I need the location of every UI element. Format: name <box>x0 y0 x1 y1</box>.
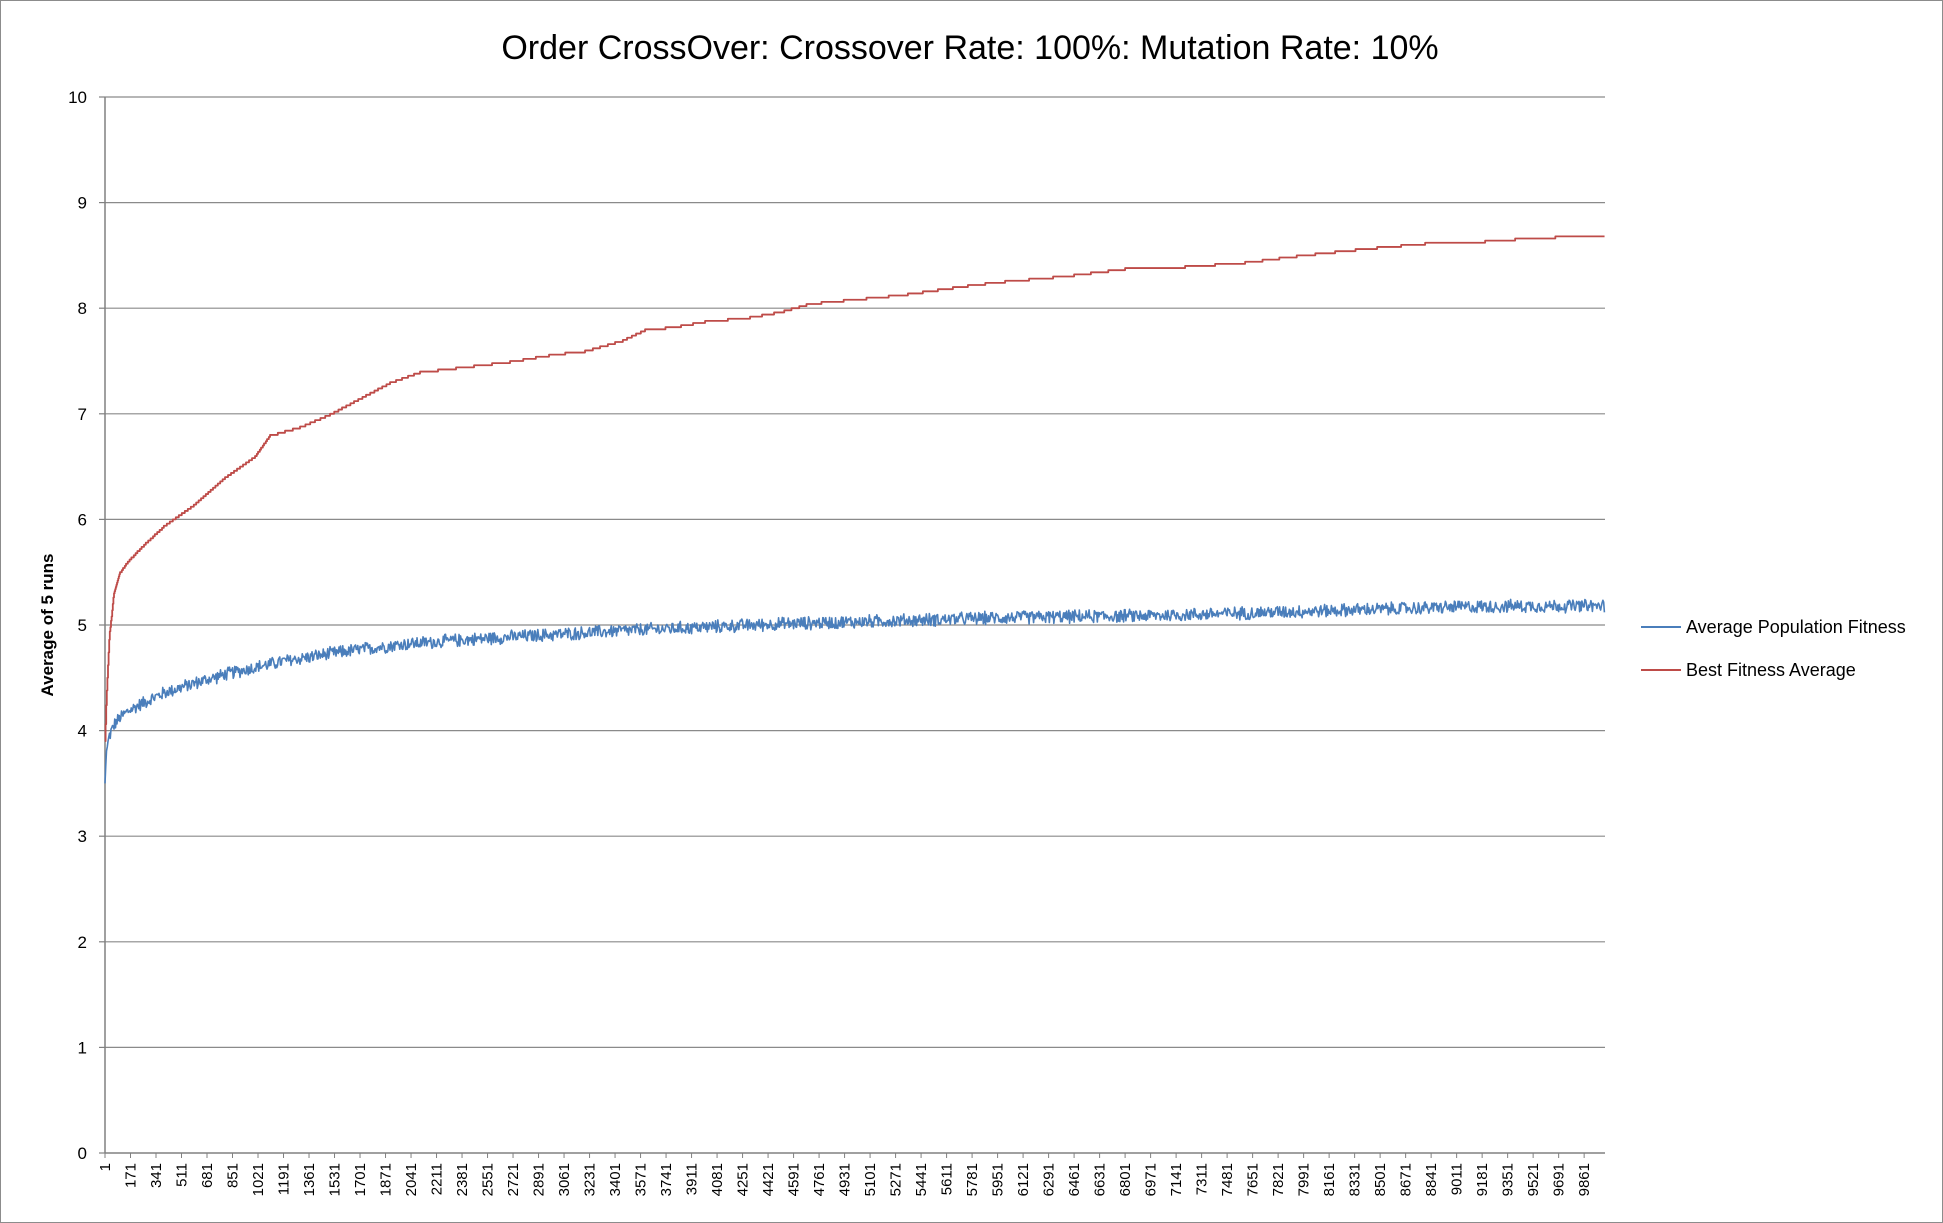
x-tick-label: 3401 <box>607 1163 624 1196</box>
series-layer <box>104 235 1606 784</box>
x-tick-label: 6971 <box>1143 1163 1160 1196</box>
x-tick-label: 681 <box>199 1163 216 1188</box>
y-tick-label: 2 <box>78 933 87 952</box>
legend-label: Best Fitness Average <box>1686 660 1856 680</box>
x-tick-label: 1021 <box>250 1163 267 1196</box>
y-tick-label: 3 <box>78 827 87 846</box>
x-tick-label: 8671 <box>1398 1163 1415 1196</box>
x-tick-label: 9011 <box>1449 1163 1466 1195</box>
x-tick-label: 7481 <box>1219 1163 1236 1196</box>
x-tick-label: 9351 <box>1500 1163 1517 1196</box>
x-tick-label: 341 <box>148 1163 165 1188</box>
x-tick-label: 6801 <box>1117 1163 1134 1196</box>
x-tick-label: 3231 <box>582 1163 599 1196</box>
x-tick-label: 2891 <box>531 1163 548 1196</box>
x-tick-label: 4761 <box>811 1163 828 1196</box>
x-tick-label: 3061 <box>556 1163 573 1196</box>
legend-label: Average Population Fitness <box>1686 617 1906 637</box>
x-tick-label: 4421 <box>760 1163 777 1196</box>
x-tick-label: 3911 <box>684 1163 701 1195</box>
series-line-average-population-fitness <box>104 598 1606 784</box>
x-tick-label: 1871 <box>378 1163 395 1196</box>
x-tick-label: 7651 <box>1245 1163 1262 1196</box>
x-tick-label: 3741 <box>658 1163 675 1196</box>
y-tick-label: 9 <box>78 194 87 213</box>
x-tick-label: 1361 <box>301 1163 318 1196</box>
x-tick-label: 5271 <box>888 1163 905 1196</box>
x-tick-label: 3571 <box>633 1163 650 1196</box>
x-tick-label: 5441 <box>913 1163 930 1196</box>
y-tick-label: 7 <box>78 405 87 424</box>
x-tick-label: 4251 <box>735 1163 752 1196</box>
x-tick-label: 7821 <box>1270 1163 1287 1196</box>
x-tick-label: 511 <box>174 1163 191 1187</box>
x-tick-label: 5951 <box>990 1163 1007 1196</box>
x-tick-label: 1531 <box>327 1163 344 1196</box>
x-tick-label: 9181 <box>1474 1163 1491 1196</box>
grid-lines <box>105 96 1605 1049</box>
y-tick-label: 1 <box>78 1038 87 1057</box>
x-tick-label: 5611 <box>939 1163 956 1195</box>
y-tick-label: 8 <box>78 299 87 318</box>
x-tick-label: 4081 <box>709 1163 726 1196</box>
x-tick-label: 6631 <box>1092 1163 1109 1196</box>
x-tick-label: 5781 <box>964 1163 981 1196</box>
y-axis-ticks: 0 1 2 3 4 5 6 7 8 9 10 <box>68 88 105 1163</box>
x-tick-label: 6291 <box>1041 1163 1058 1196</box>
x-tick-label: 171 <box>123 1163 140 1188</box>
chart-title: Order CrossOver: Crossover Rate: 100%: M… <box>501 29 1438 67</box>
x-tick-label: 7311 <box>1194 1163 1211 1195</box>
x-tick-label: 8841 <box>1423 1163 1440 1196</box>
x-tick-label: 9861 <box>1576 1163 1593 1196</box>
x-tick-label: 1 <box>97 1163 114 1171</box>
x-tick-label: 2041 <box>403 1163 420 1196</box>
x-tick-label: 2211 <box>429 1163 446 1195</box>
x-tick-label: 5101 <box>862 1163 879 1196</box>
x-tick-label: 2721 <box>505 1163 522 1196</box>
x-axis-ticks: 1 171 341 511 681 851 1021 1191 1361 1531 1701 1871… <box>97 1153 1593 1196</box>
x-tick-label: 8161 <box>1321 1163 1338 1196</box>
x-tick-label: 7991 <box>1296 1163 1313 1196</box>
x-tick-label: 8501 <box>1372 1163 1389 1196</box>
y-tick-label: 4 <box>78 722 87 741</box>
x-tick-label: 2381 <box>454 1163 471 1196</box>
x-tick-label: 1701 <box>352 1163 369 1196</box>
y-tick-label: 10 <box>68 88 87 107</box>
x-tick-label: 1191 <box>276 1163 293 1195</box>
x-tick-label: 851 <box>225 1163 242 1188</box>
axes <box>104 97 1605 1154</box>
y-tick-label: 6 <box>78 510 87 529</box>
x-tick-label: 8331 <box>1347 1163 1364 1196</box>
x-tick-label: 7141 <box>1168 1163 1185 1196</box>
series-line-best-fitness-average <box>104 235 1605 743</box>
y-axis-label: Average of 5 runs <box>38 554 57 697</box>
x-tick-label: 6121 <box>1015 1163 1032 1196</box>
legend: Average Population Fitness Best Fitness A… <box>1641 617 1906 680</box>
x-tick-label: 4931 <box>837 1163 854 1196</box>
x-tick-label: 9691 <box>1551 1163 1568 1196</box>
x-tick-label: 6461 <box>1066 1163 1083 1196</box>
y-tick-label: 5 <box>78 616 87 635</box>
x-tick-label: 2551 <box>480 1163 497 1196</box>
x-tick-label: 9521 <box>1525 1163 1542 1196</box>
y-tick-label: 0 <box>78 1144 87 1163</box>
x-tick-label: 4591 <box>786 1163 803 1196</box>
